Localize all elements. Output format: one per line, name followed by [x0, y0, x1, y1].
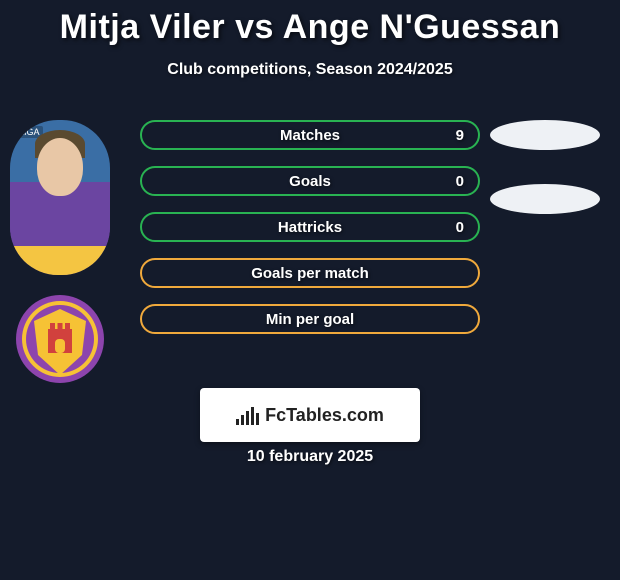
subtitle: Club competitions, Season 2024/2025 — [0, 61, 620, 79]
club-logo — [10, 293, 110, 385]
stat-label: Min per goal — [156, 311, 464, 328]
player-placeholder — [490, 120, 600, 150]
comparison-card: Mitja Viler vs Ange N'Guessan Club compe… — [0, 0, 620, 580]
stat-label: Goals — [156, 173, 464, 190]
left-player-column: LIGA — [10, 120, 110, 385]
stat-row-matches: Matches 9 — [140, 120, 480, 150]
stat-value: 0 — [456, 173, 464, 190]
stat-row-min-per-goal: Min per goal — [140, 304, 480, 334]
photo-jersey-shape — [10, 203, 110, 275]
player-placeholder — [490, 184, 600, 214]
stat-value: 9 — [456, 127, 464, 144]
page-title: Mitja Viler vs Ange N'Guessan — [0, 8, 620, 47]
stat-row-hattricks: Hattricks 0 — [140, 212, 480, 242]
branding-bars-icon — [236, 405, 259, 425]
stat-value: 0 — [456, 219, 464, 236]
stat-label: Goals per match — [156, 265, 464, 282]
branding-text: FcTables.com — [265, 405, 384, 426]
branding-card: FcTables.com — [200, 388, 420, 442]
stat-row-goals: Goals 0 — [140, 166, 480, 196]
stat-row-goals-per-match: Goals per match — [140, 258, 480, 288]
right-player-column — [490, 120, 600, 214]
stat-label: Matches — [156, 127, 464, 144]
player-photo: LIGA — [10, 120, 110, 275]
photo-head-shape — [37, 138, 83, 196]
stat-label: Hattricks — [156, 219, 464, 236]
date-label: 10 february 2025 — [0, 448, 620, 466]
stats-list: Matches 9 Goals 0 Hattricks 0 Goals per … — [140, 120, 480, 334]
